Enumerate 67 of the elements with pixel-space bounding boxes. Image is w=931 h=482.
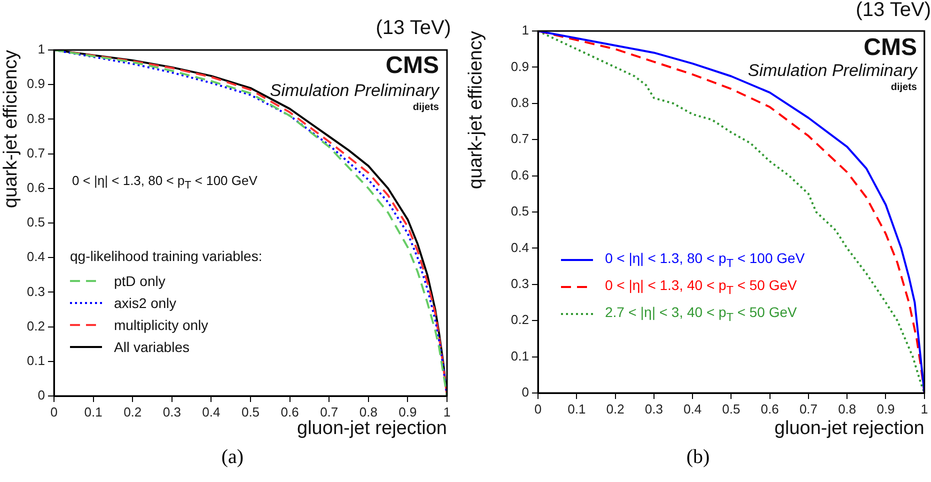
annotation: dijets bbox=[890, 82, 917, 93]
x-axis-title: gluon-jet rejection bbox=[774, 418, 924, 439]
y-tick-label: 0.2 bbox=[26, 318, 45, 334]
x-tick-label: 0.5 bbox=[241, 404, 260, 420]
y-tick-label: 0.6 bbox=[510, 167, 529, 182]
annotation: Simulation Preliminary bbox=[270, 81, 439, 100]
y-tick-label: 0.3 bbox=[510, 276, 529, 291]
text: (13 TeV) bbox=[376, 17, 451, 39]
y-axis-title: quark-jet efficiency bbox=[466, 30, 487, 190]
y-tick-label: 0.8 bbox=[26, 110, 45, 126]
y-tick-label: 0.4 bbox=[26, 249, 45, 264]
y-tick-label: 0.1 bbox=[510, 348, 529, 364]
y-tick-label: 0 bbox=[38, 388, 45, 403]
y-tick-label: 0 bbox=[522, 384, 529, 400]
x-tick-label: 0 bbox=[534, 401, 542, 416]
y-tick-label: 0.3 bbox=[26, 284, 45, 299]
x-tick-label: 0.7 bbox=[320, 404, 338, 420]
y-tick-label: 0.1 bbox=[26, 352, 45, 368]
annotation: CMS bbox=[864, 34, 917, 61]
y-tick-label: 1 bbox=[522, 22, 529, 38]
x-tick-label: 1 bbox=[920, 401, 928, 416]
y-tick-label: 0.7 bbox=[510, 131, 529, 146]
annotation: Simulation Preliminary bbox=[748, 61, 917, 80]
y-tick-label: 0.8 bbox=[510, 94, 529, 110]
x-tick-label: 0.7 bbox=[799, 401, 818, 416]
text: (a) bbox=[220, 446, 245, 469]
y-tick-label: 0.4 bbox=[510, 240, 529, 255]
x-tick-label: 0.6 bbox=[760, 401, 779, 416]
x-tick-label: 0.8 bbox=[838, 401, 856, 416]
x-tick-label: 0.1 bbox=[568, 401, 586, 416]
legend-label: ptD only bbox=[114, 273, 166, 289]
x-tick-label: 0.6 bbox=[280, 404, 299, 420]
y-tick-label: 0.9 bbox=[26, 76, 45, 92]
x-tick-label: 0.4 bbox=[202, 404, 220, 420]
x-tick-label: 0.3 bbox=[162, 404, 181, 420]
annotation: 0 < |η| < 1.3, 80 < p$_{T}$ < 100 GeV bbox=[72, 173, 258, 192]
y-tick-label: 0.2 bbox=[510, 312, 529, 328]
y-tick-label: 0.6 bbox=[26, 180, 45, 195]
annotation: dijets bbox=[412, 102, 439, 113]
x-tick-label: 1 bbox=[443, 404, 451, 420]
y-axis-title: quark-jet efficiency bbox=[0, 50, 22, 208]
text: (b) bbox=[685, 446, 711, 469]
legend-label: 0 < |η| < 1.3, 40 < p$_{T}$ < 50 GeV bbox=[605, 276, 797, 296]
x-tick-label: 0.8 bbox=[359, 404, 378, 420]
y-tick-label: 0.9 bbox=[510, 58, 529, 74]
x-axis-title: gluon-jet rejection bbox=[297, 418, 447, 439]
x-tick-label: 0.9 bbox=[398, 404, 417, 420]
x-tick-label: 0.1 bbox=[84, 404, 102, 420]
legend-title: qg-likelihood training variables: bbox=[70, 248, 262, 266]
legend-label: axis2 only bbox=[114, 295, 176, 311]
y-tick-label: 1 bbox=[38, 42, 45, 57]
legend-label: 0 < |η| < 1.3, 80 < p$_{T}$ < 100 GeV bbox=[605, 250, 805, 270]
legend-label: 2.7 < |η| < 3, 40 < p$_{T}$ < 50 GeV bbox=[605, 304, 797, 324]
x-tick-label: 0.3 bbox=[644, 401, 663, 416]
y-tick-label: 0.5 bbox=[26, 214, 45, 230]
legend-label: multiplicity only bbox=[114, 317, 208, 333]
legend-label: All variables bbox=[114, 339, 190, 355]
text: (13 TeV) bbox=[856, 0, 931, 21]
annotation: CMS bbox=[386, 52, 439, 79]
x-tick-label: 0.9 bbox=[876, 401, 895, 416]
x-tick-label: 0.4 bbox=[684, 401, 702, 416]
x-tick-label: 0.2 bbox=[124, 404, 142, 420]
x-tick-label: 0.5 bbox=[722, 401, 740, 416]
y-tick-label: 0.7 bbox=[26, 145, 45, 160]
x-tick-label: 0 bbox=[50, 404, 58, 420]
x-tick-label: 0.2 bbox=[606, 401, 624, 416]
y-tick-label: 0.5 bbox=[510, 204, 529, 219]
